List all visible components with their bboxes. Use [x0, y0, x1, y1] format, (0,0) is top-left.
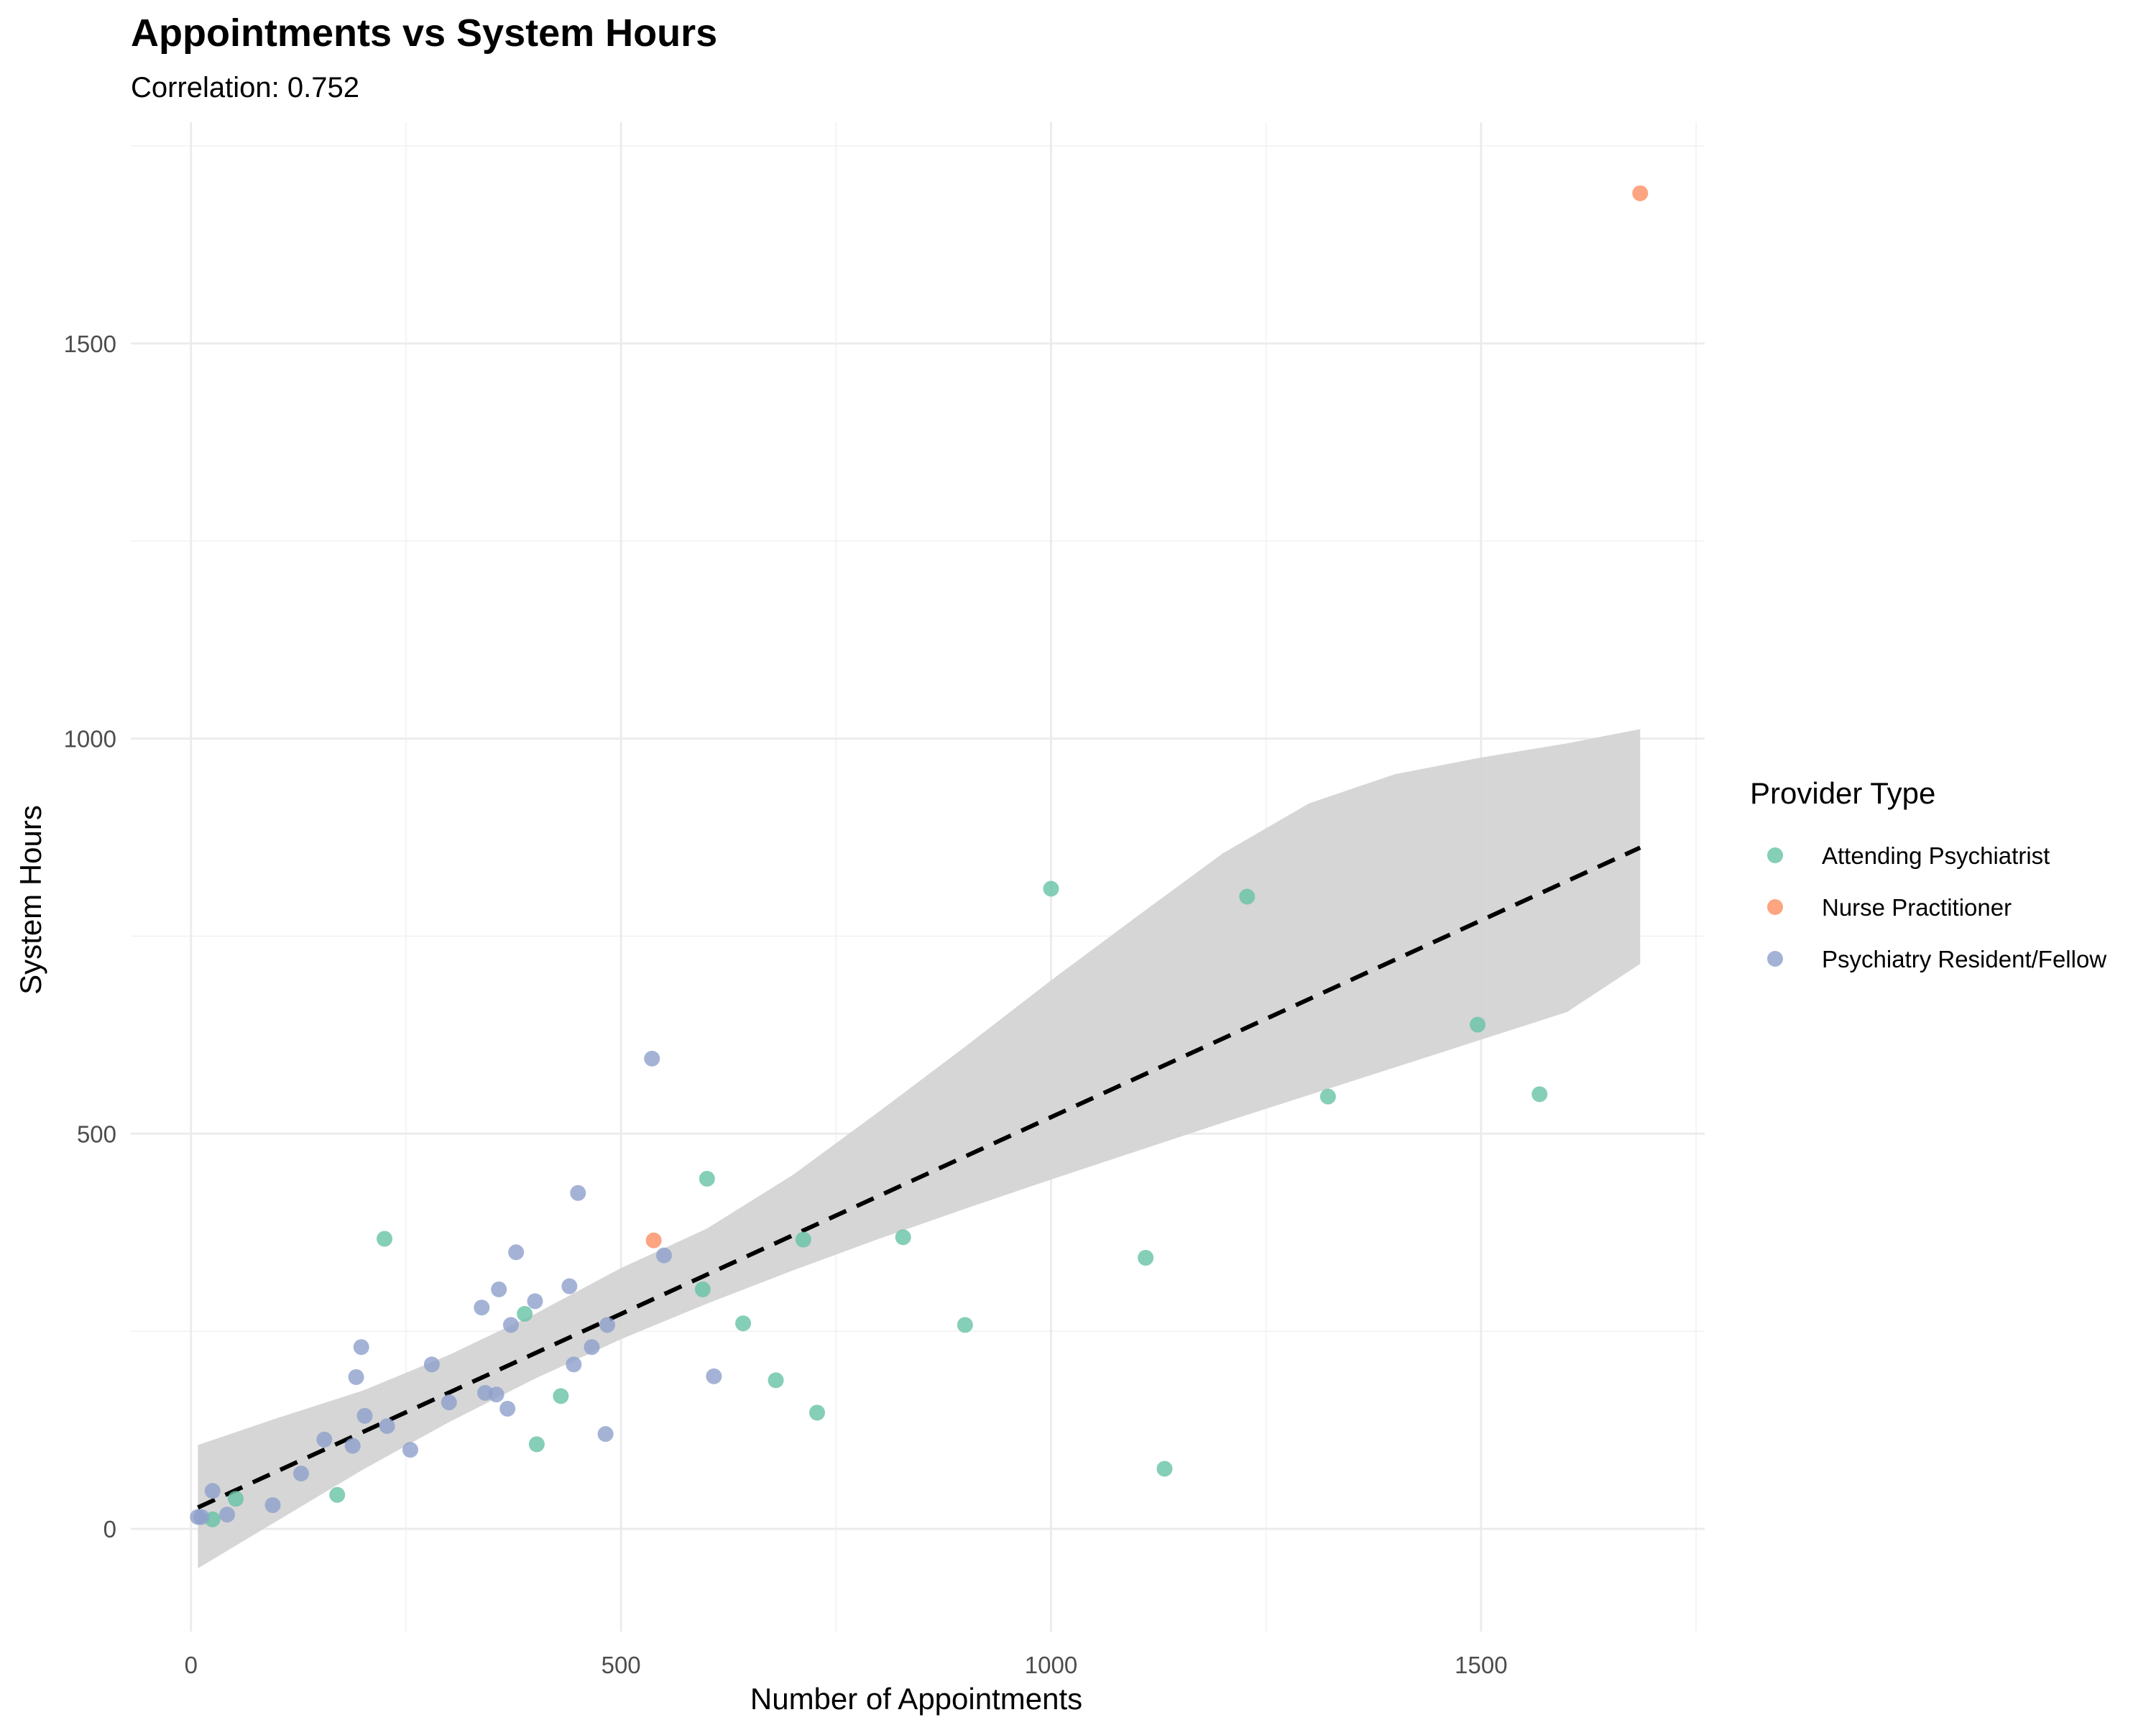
data-point: [441, 1394, 457, 1411]
data-point: [1531, 1086, 1548, 1103]
x-axis-ticks: 0 500 1000 1500: [185, 1652, 1508, 1678]
legend-label: Psychiatry Resident/Fellow: [1822, 946, 2106, 972]
legend: Provider Type Attending Psychiatrist Nurs…: [1750, 776, 2106, 972]
data-point: [655, 1247, 672, 1264]
data-point: [599, 1317, 615, 1333]
data-point: [423, 1356, 440, 1373]
data-point: [499, 1400, 516, 1417]
data-point: [1470, 1016, 1486, 1033]
data-point: [957, 1317, 973, 1333]
y-axis-title: System Hours: [14, 805, 47, 995]
data-point: [561, 1278, 578, 1294]
data-point: [204, 1483, 221, 1499]
data-point: [528, 1436, 545, 1453]
legend-items: Attending Psychiatrist Nurse Practitioner…: [1767, 842, 2106, 972]
legend-label: Attending Psychiatrist: [1822, 842, 2050, 869]
data-point: [527, 1293, 543, 1310]
data-point: [356, 1407, 373, 1424]
y-tick-label: 1500: [64, 331, 116, 357]
legend-swatch: [1767, 847, 1783, 863]
data-point: [566, 1356, 582, 1373]
trend-line: [197, 845, 1641, 1510]
confidence-band-area: [198, 729, 1641, 1569]
data-point: [344, 1438, 361, 1454]
data-point: [219, 1506, 236, 1523]
data-point: [584, 1339, 600, 1356]
data-point: [348, 1368, 364, 1385]
y-axis-ticks: 0 500 1000 1500: [64, 331, 116, 1542]
y-tick-label: 1000: [64, 726, 116, 753]
data-point: [193, 1509, 210, 1525]
data-point: [292, 1466, 309, 1482]
data-point: [1239, 888, 1256, 905]
data-point: [597, 1426, 614, 1443]
data-points: [190, 185, 1649, 1527]
y-tick-label: 0: [103, 1516, 116, 1542]
data-point: [895, 1229, 911, 1246]
trend-line-path: [197, 845, 1641, 1510]
data-point: [228, 1491, 244, 1507]
data-point: [316, 1431, 333, 1448]
data-point: [264, 1497, 281, 1514]
data-point: [353, 1339, 369, 1356]
data-point: [502, 1317, 519, 1333]
data-point: [645, 1232, 662, 1248]
data-point: [474, 1300, 490, 1316]
data-point: [570, 1184, 586, 1201]
data-point: [508, 1244, 525, 1261]
x-tick-label: 500: [602, 1652, 641, 1678]
data-point: [699, 1171, 715, 1187]
data-point: [1156, 1460, 1173, 1477]
data-point: [329, 1486, 346, 1503]
data-point: [1138, 1249, 1154, 1266]
data-point: [377, 1230, 393, 1247]
legend-swatch: [1767, 899, 1783, 915]
data-point: [795, 1231, 811, 1248]
confidence-band: [198, 729, 1641, 1569]
x-axis-title: Number of Appointments: [750, 1682, 1082, 1716]
data-point: [553, 1388, 569, 1404]
x-tick-label: 1500: [1455, 1652, 1507, 1678]
data-point: [1632, 185, 1649, 201]
legend-swatch: [1767, 951, 1783, 967]
data-point: [735, 1315, 752, 1332]
data-point: [694, 1281, 711, 1297]
data-point: [402, 1442, 418, 1458]
legend-label: Nurse Practitioner: [1822, 894, 2012, 921]
data-point: [1043, 880, 1059, 897]
chart-subtitle: Correlation: 0.752: [131, 72, 359, 104]
y-tick-label: 500: [77, 1121, 116, 1147]
data-point: [808, 1404, 825, 1421]
data-point: [379, 1418, 395, 1435]
data-point: [1319, 1088, 1336, 1105]
data-point: [491, 1281, 507, 1297]
data-point: [644, 1050, 660, 1067]
data-point: [706, 1368, 722, 1384]
chart-title: Appointments vs System Hours: [131, 12, 717, 55]
data-point: [488, 1386, 505, 1403]
x-tick-label: 0: [185, 1652, 198, 1678]
x-tick-label: 1000: [1025, 1652, 1077, 1678]
data-point: [768, 1372, 784, 1389]
legend-title: Provider Type: [1750, 776, 1935, 810]
data-point: [517, 1306, 533, 1322]
